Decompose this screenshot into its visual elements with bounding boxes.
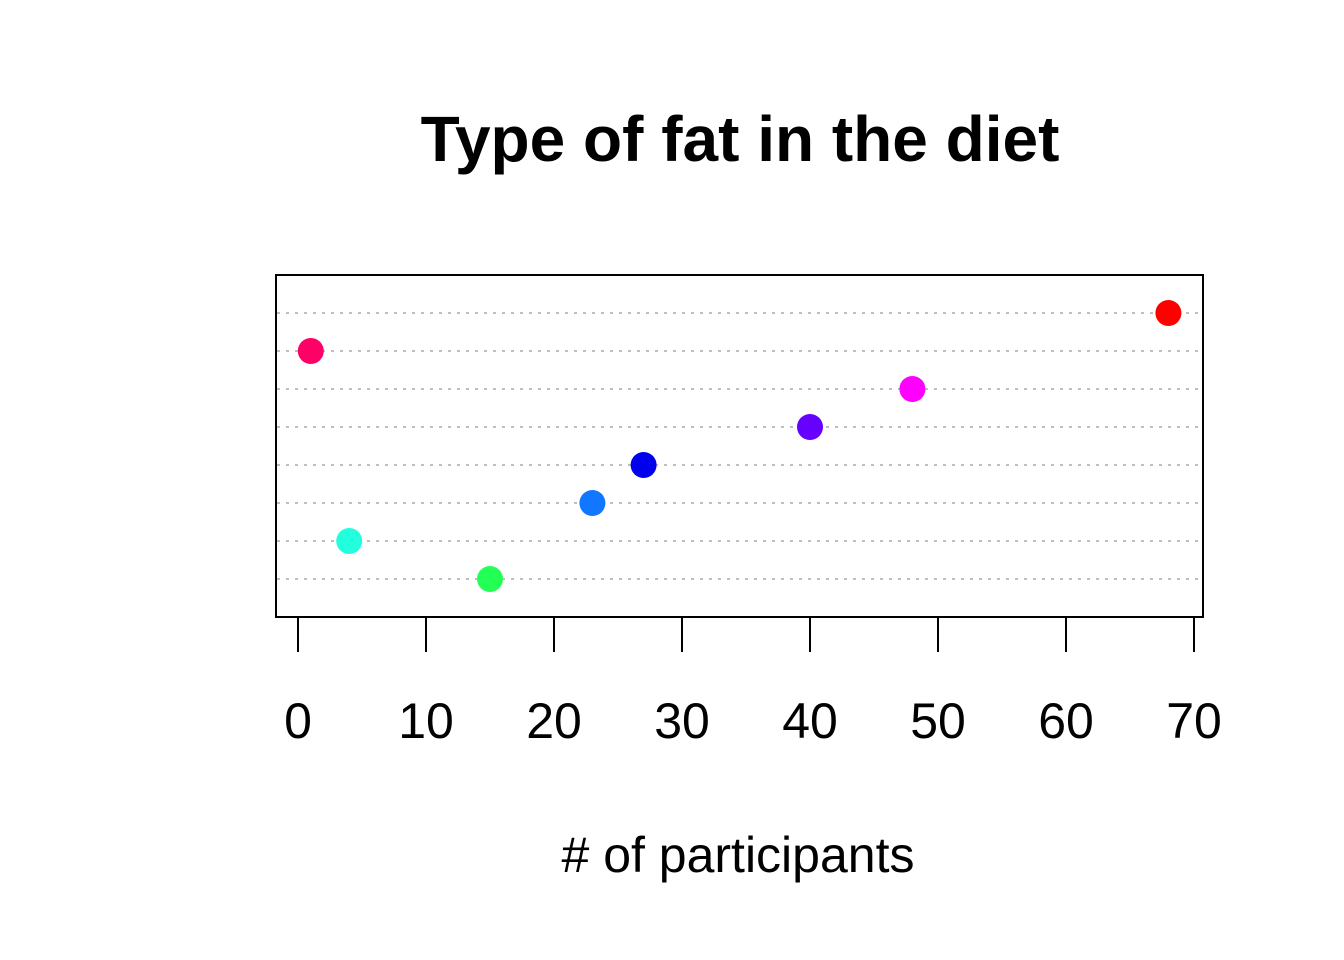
data-point-row-2 [336, 528, 363, 554]
x-tick-label-50: 50 [910, 693, 966, 749]
grid-lines [277, 312, 1202, 580]
plot-frame [275, 274, 1204, 618]
x-tick-label-60: 60 [1038, 693, 1094, 749]
data-point-row-6 [899, 376, 926, 402]
chart-title: Type of fat in the diet [421, 103, 1060, 175]
data-point-row-7 [297, 338, 324, 364]
data-point-row-3 [579, 490, 606, 516]
data-point-row-1 [477, 566, 503, 592]
data-point-row-4 [630, 452, 657, 478]
x-axis: 0 10 20 30 40 50 60 70 [284, 616, 1222, 749]
data-point-row-5 [797, 414, 823, 440]
x-tick-label-20: 20 [526, 693, 582, 749]
x-tick-label-40: 40 [782, 693, 838, 749]
data-points [297, 300, 1182, 592]
x-tick-label-10: 10 [398, 693, 454, 749]
x-tick-label-0: 0 [284, 693, 312, 749]
x-axis-label: # of participants [562, 827, 915, 883]
x-tick-label-70: 70 [1166, 693, 1222, 749]
x-tick-label-30: 30 [654, 693, 710, 749]
data-point-row-8 [1155, 300, 1182, 326]
